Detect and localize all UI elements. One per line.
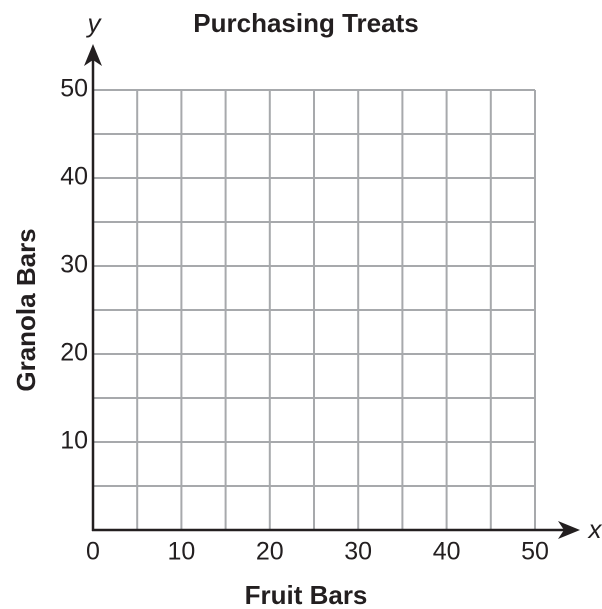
x-tick-label: 40 [433,538,461,566]
x-tick-label: 0 [86,538,100,566]
x-arrow [558,521,580,539]
y-tick-label: 20 [60,339,88,367]
y-axis-label: Granola Bars [11,228,41,391]
y-tick-label: 50 [60,75,88,103]
x-axis-letter: x [587,514,602,544]
x-tick-label: 50 [521,538,549,566]
x-tick-label: 20 [256,538,284,566]
y-tick-label: 10 [60,427,88,455]
x-axis-label: Fruit Bars [245,580,368,609]
x-tick-label: 30 [344,538,372,566]
y-arrow [84,44,102,66]
chart-title: Purchasing Treats [193,8,418,38]
x-tick-label: 10 [167,538,195,566]
y-tick-label: 30 [60,251,88,279]
y-tick-label: 40 [60,163,88,191]
y-axis-letter: y [86,8,103,38]
